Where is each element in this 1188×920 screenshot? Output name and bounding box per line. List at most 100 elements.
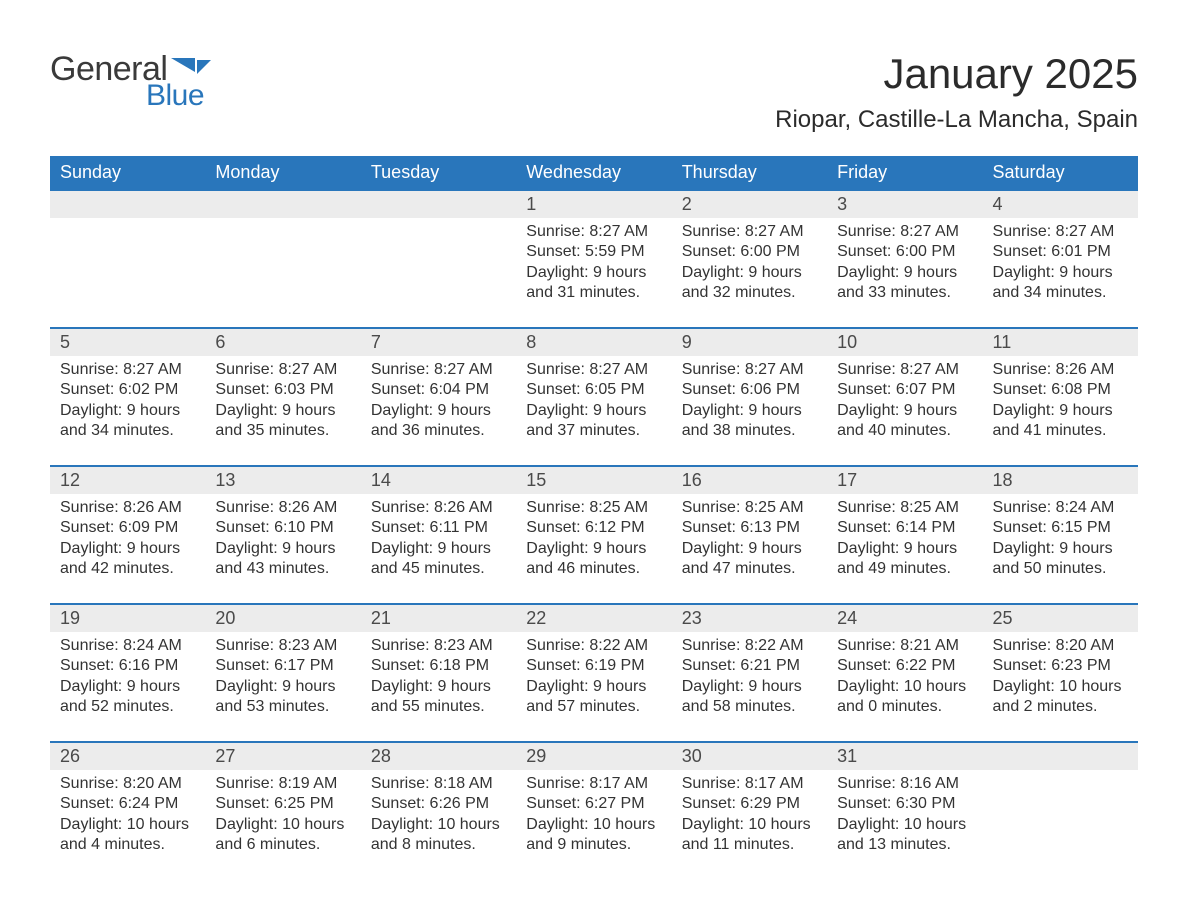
day-cell: 11Sunrise: 8:26 AMSunset: 6:08 PMDayligh… — [983, 328, 1138, 466]
day-number-bar: 23 — [672, 605, 827, 632]
day-number-bar: 25 — [983, 605, 1138, 632]
sunrise-text: Sunrise: 8:27 AM — [526, 360, 661, 380]
sunrise-text: Sunrise: 8:25 AM — [526, 498, 661, 518]
day-number: 15 — [526, 470, 546, 490]
daylight1-text: Daylight: 10 hours — [215, 815, 350, 835]
sunrise-text: Sunrise: 8:27 AM — [60, 360, 195, 380]
sunrise-text: Sunrise: 8:25 AM — [682, 498, 817, 518]
daylight1-text: Daylight: 9 hours — [371, 677, 506, 697]
day-number: 18 — [993, 470, 1013, 490]
day-number: 19 — [60, 608, 80, 628]
day-number: 20 — [215, 608, 235, 628]
sunrise-text: Sunrise: 8:23 AM — [215, 636, 350, 656]
sunset-text: Sunset: 6:17 PM — [215, 656, 350, 676]
daylight1-text: Daylight: 9 hours — [60, 539, 195, 559]
dow-tuesday: Tuesday — [361, 156, 516, 190]
sunrise-text: Sunrise: 8:27 AM — [526, 222, 661, 242]
daylight2-text: and 31 minutes. — [526, 283, 661, 303]
dow-thursday: Thursday — [672, 156, 827, 190]
day-number-bar — [205, 191, 360, 218]
daylight1-text: Daylight: 10 hours — [993, 677, 1128, 697]
day-number-bar: 22 — [516, 605, 671, 632]
day-cell: 17Sunrise: 8:25 AMSunset: 6:14 PMDayligh… — [827, 466, 982, 604]
day-number: 3 — [837, 194, 847, 214]
sunset-text: Sunset: 6:21 PM — [682, 656, 817, 676]
sunset-text: Sunset: 6:04 PM — [371, 380, 506, 400]
day-number: 13 — [215, 470, 235, 490]
daylight1-text: Daylight: 10 hours — [60, 815, 195, 835]
page-header: General Blue January 2025 Riopar, Castil… — [50, 50, 1138, 134]
sunrise-text: Sunrise: 8:18 AM — [371, 774, 506, 794]
day-cell: 30Sunrise: 8:17 AMSunset: 6:29 PMDayligh… — [672, 742, 827, 880]
day-cell: 31Sunrise: 8:16 AMSunset: 6:30 PMDayligh… — [827, 742, 982, 880]
daylight2-text: and 34 minutes. — [60, 421, 195, 441]
title-block: January 2025 Riopar, Castille-La Mancha,… — [775, 50, 1138, 134]
sunset-text: Sunset: 6:05 PM — [526, 380, 661, 400]
day-number: 21 — [371, 608, 391, 628]
dow-sunday: Sunday — [50, 156, 205, 190]
day-cell: 23Sunrise: 8:22 AMSunset: 6:21 PMDayligh… — [672, 604, 827, 742]
sunset-text: Sunset: 6:12 PM — [526, 518, 661, 538]
day-number-bar: 4 — [983, 191, 1138, 218]
day-body: Sunrise: 8:20 AMSunset: 6:23 PMDaylight:… — [983, 632, 1138, 724]
day-number: 31 — [837, 746, 857, 766]
day-cell: 29Sunrise: 8:17 AMSunset: 6:27 PMDayligh… — [516, 742, 671, 880]
day-number-bar: 5 — [50, 329, 205, 356]
daylight1-text: Daylight: 9 hours — [215, 539, 350, 559]
day-cell: 8 Sunrise: 8:27 AMSunset: 6:05 PMDaylight… — [516, 328, 671, 466]
sunset-text: Sunset: 6:07 PM — [837, 380, 972, 400]
day-number: 28 — [371, 746, 391, 766]
calendar-body: 1Sunrise: 8:27 AMSunset: 5:59 PMDaylight… — [50, 190, 1138, 880]
sunset-text: Sunset: 6:00 PM — [682, 242, 817, 262]
day-body: Sunrise: 8:22 AMSunset: 6:19 PMDaylight:… — [516, 632, 671, 724]
day-number-bar — [50, 191, 205, 218]
day-cell — [983, 742, 1138, 880]
day-body: Sunrise: 8:21 AMSunset: 6:22 PMDaylight:… — [827, 632, 982, 724]
sunset-text: Sunset: 6:26 PM — [371, 794, 506, 814]
day-number: 10 — [837, 332, 857, 352]
day-cell: 4Sunrise: 8:27 AMSunset: 6:01 PMDaylight… — [983, 190, 1138, 328]
day-number-bar: 14 — [361, 467, 516, 494]
day-number-bar: 13 — [205, 467, 360, 494]
day-number: 24 — [837, 608, 857, 628]
sunrise-text: Sunrise: 8:20 AM — [60, 774, 195, 794]
sunset-text: Sunset: 6:23 PM — [993, 656, 1128, 676]
day-body: Sunrise: 8:17 AMSunset: 6:29 PMDaylight:… — [672, 770, 827, 862]
day-number: 14 — [371, 470, 391, 490]
daylight1-text: Daylight: 9 hours — [215, 677, 350, 697]
sunset-text: Sunset: 6:27 PM — [526, 794, 661, 814]
sunrise-text: Sunrise: 8:27 AM — [993, 222, 1128, 242]
day-body: Sunrise: 8:23 AMSunset: 6:18 PMDaylight:… — [361, 632, 516, 724]
day-body: Sunrise: 8:27 AMSunset: 6:00 PMDaylight:… — [672, 218, 827, 310]
daylight2-text: and 53 minutes. — [215, 697, 350, 717]
day-body: Sunrise: 8:24 AMSunset: 6:15 PMDaylight:… — [983, 494, 1138, 586]
daylight2-text: and 34 minutes. — [993, 283, 1128, 303]
sunset-text: Sunset: 6:10 PM — [215, 518, 350, 538]
day-body: Sunrise: 8:18 AMSunset: 6:26 PMDaylight:… — [361, 770, 516, 862]
calendar-table: Sunday Monday Tuesday Wednesday Thursday… — [50, 156, 1138, 880]
day-number-bar: 8 — [516, 329, 671, 356]
day-body: Sunrise: 8:27 AMSunset: 6:07 PMDaylight:… — [827, 356, 982, 448]
daylight1-text: Daylight: 9 hours — [526, 401, 661, 421]
daylight2-text: and 38 minutes. — [682, 421, 817, 441]
sunrise-text: Sunrise: 8:27 AM — [215, 360, 350, 380]
day-body: Sunrise: 8:23 AMSunset: 6:17 PMDaylight:… — [205, 632, 360, 724]
day-number: 25 — [993, 608, 1013, 628]
sunset-text: Sunset: 6:16 PM — [60, 656, 195, 676]
day-cell — [361, 190, 516, 328]
day-cell: 21 Sunrise: 8:23 AMSunset: 6:18 PMDayligh… — [361, 604, 516, 742]
sunrise-text: Sunrise: 8:16 AM — [837, 774, 972, 794]
week-row: 26Sunrise: 8:20 AMSunset: 6:24 PMDayligh… — [50, 742, 1138, 880]
week-row: 1Sunrise: 8:27 AMSunset: 5:59 PMDaylight… — [50, 190, 1138, 328]
daylight2-text: and 0 minutes. — [837, 697, 972, 717]
day-number-bar: 20 — [205, 605, 360, 632]
day-number-bar: 10 — [827, 329, 982, 356]
day-number-bar: 19 — [50, 605, 205, 632]
day-cell: 5Sunrise: 8:27 AMSunset: 6:02 PMDaylight… — [50, 328, 205, 466]
sunset-text: Sunset: 6:22 PM — [837, 656, 972, 676]
sunrise-text: Sunrise: 8:27 AM — [837, 222, 972, 242]
sunrise-text: Sunrise: 8:24 AM — [993, 498, 1128, 518]
day-cell: 22Sunrise: 8:22 AMSunset: 6:19 PMDayligh… — [516, 604, 671, 742]
daylight1-text: Daylight: 9 hours — [837, 539, 972, 559]
daylight1-text: Daylight: 10 hours — [837, 815, 972, 835]
